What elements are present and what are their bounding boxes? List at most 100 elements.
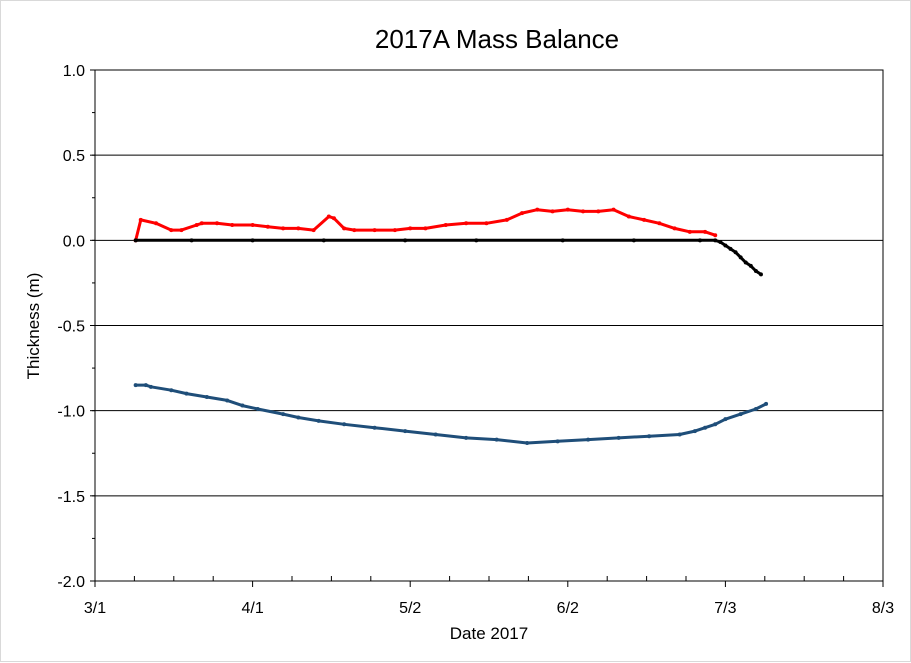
data-point (133, 238, 138, 243)
data-point (423, 226, 428, 231)
data-point (169, 228, 174, 233)
data-point (296, 415, 301, 420)
data-point (560, 238, 565, 243)
x-axis-title: Date 2017 (450, 624, 528, 643)
series-line (135, 383, 767, 445)
data-point (647, 434, 652, 439)
data-point (723, 243, 728, 248)
data-point (581, 209, 586, 214)
data-point (474, 238, 479, 243)
data-point (703, 229, 708, 234)
gridlines (95, 154, 883, 497)
data-point (692, 429, 697, 434)
data-point (372, 425, 377, 430)
x-axis: 3/1 4/1 5/2 6/2 7/3 8/3 (84, 576, 894, 617)
data-point (250, 223, 255, 228)
data-point (611, 207, 616, 212)
data-point (484, 221, 489, 226)
data-point (703, 425, 708, 430)
data-point (403, 429, 408, 434)
data-point (713, 422, 718, 427)
data-point (169, 388, 174, 393)
y-tick-label: 0.5 (63, 148, 85, 165)
data-point (433, 432, 438, 437)
data-point (311, 228, 316, 233)
data-point (184, 391, 189, 396)
data-point (565, 207, 570, 212)
data-point (728, 246, 733, 251)
data-point (504, 217, 509, 222)
data-point (764, 401, 769, 406)
y-tick-label: 1.0 (63, 63, 85, 80)
data-point (240, 403, 245, 408)
data-point (199, 221, 204, 226)
data-point (331, 216, 336, 221)
data-point (555, 439, 560, 444)
data-point (550, 209, 555, 214)
data-point (753, 406, 758, 411)
data-point (657, 221, 662, 226)
data-point (631, 238, 636, 243)
data-point (326, 214, 331, 219)
data-point (748, 263, 753, 268)
data-point (230, 223, 235, 228)
data-point (342, 226, 347, 231)
x-tick-label: 7/3 (714, 600, 736, 617)
x-tick-label: 6/2 (557, 600, 579, 617)
data-point (464, 221, 469, 226)
data-point (464, 435, 469, 440)
data-point (713, 233, 718, 238)
data-point (753, 268, 758, 273)
data-point (179, 228, 184, 233)
series-line (134, 208, 716, 241)
data-point (616, 435, 621, 440)
data-point (723, 417, 728, 422)
y-tick-label: -1.5 (57, 489, 85, 506)
data-point (204, 395, 209, 400)
data-point (738, 255, 743, 260)
data-point (281, 226, 286, 231)
y-axis: 1.0 0.5 0.0 -0.5 -1.0 -1.5 -2.0 (57, 63, 95, 591)
chart-title: 2017A Mass Balance (375, 24, 619, 54)
data-point (525, 441, 530, 446)
data-point (520, 211, 525, 216)
x-tick-label: 8/3 (872, 600, 894, 617)
data-point (154, 221, 159, 226)
x-tick-label: 5/2 (399, 600, 421, 617)
data-point (321, 238, 326, 243)
data-point (586, 437, 591, 442)
data-point (738, 412, 743, 417)
data-point (194, 223, 199, 228)
data-point (758, 272, 763, 277)
y-tick-label: 0.0 (63, 233, 85, 250)
data-point (392, 228, 397, 233)
data-point (225, 398, 230, 403)
x-tick-label: 3/1 (84, 600, 106, 617)
data-point (672, 226, 677, 231)
data-point (143, 383, 148, 388)
series-layer (133, 207, 769, 446)
data-point (697, 238, 702, 243)
data-point (687, 229, 692, 234)
data-point (148, 384, 153, 389)
data-point (372, 228, 377, 233)
data-point (189, 238, 194, 243)
data-point (443, 223, 448, 228)
data-point (342, 422, 347, 427)
y-tick-label: -0.5 (57, 319, 85, 336)
data-point (352, 228, 357, 233)
data-point (733, 250, 738, 255)
series-0 (133, 207, 718, 243)
data-point (743, 260, 748, 265)
data-point (535, 207, 540, 212)
series-line (135, 238, 762, 276)
data-point (626, 214, 631, 219)
data-point (215, 221, 220, 226)
data-point (677, 432, 682, 437)
data-point (250, 238, 255, 243)
x-tick-label: 4/1 (241, 600, 263, 617)
data-point (133, 383, 138, 388)
series-1 (133, 238, 763, 277)
data-point (403, 238, 408, 243)
